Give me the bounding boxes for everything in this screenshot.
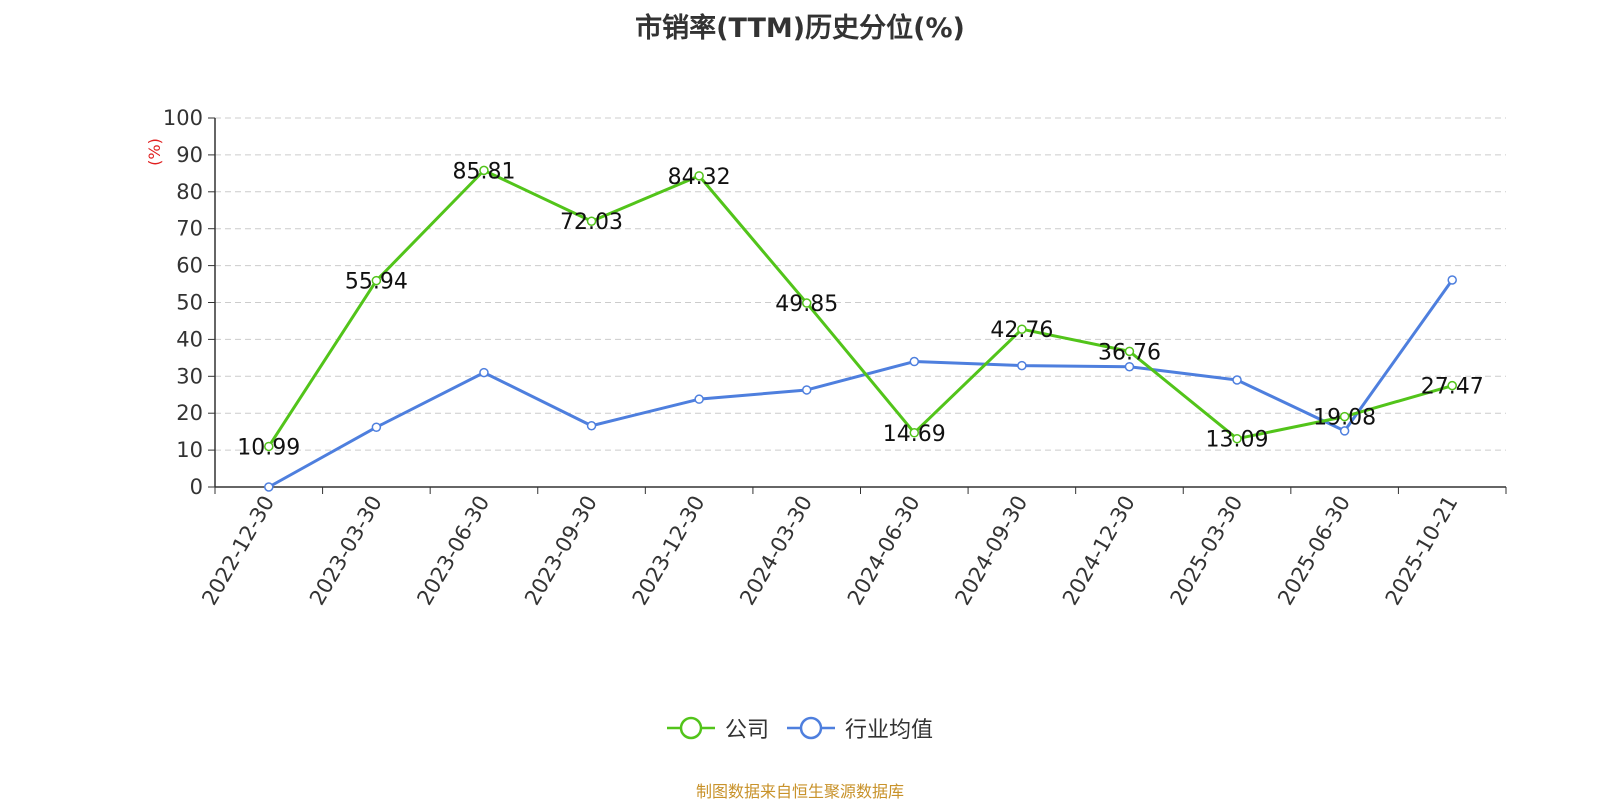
series-line-1: [268, 279, 1454, 489]
data-point-1: [694, 394, 704, 404]
data-point-0: [801, 298, 812, 308]
x-tick-label: 2024-03-30: [735, 492, 817, 610]
legend-item-0[interactable]: 公司: [666, 712, 769, 744]
data-label: 55.94: [345, 270, 408, 295]
y-tick-label: 50: [176, 291, 203, 315]
x-tick-label: 2025-06-30: [1273, 492, 1355, 610]
data-point-0: [371, 275, 382, 286]
data-label: 42.76: [990, 318, 1053, 343]
y-tick-label: 60: [176, 254, 203, 278]
y-tick-label: 40: [176, 327, 203, 351]
data-label: 49.85: [775, 292, 838, 317]
x-tick-label: 2023-06-30: [412, 492, 494, 610]
x-tick-label: 2023-12-30: [628, 492, 710, 610]
data-point-1: [1232, 375, 1242, 385]
data-point-0: [479, 165, 489, 176]
data-point-0: [1124, 346, 1135, 357]
data-point-0: [1017, 324, 1027, 334]
data-point-0: [1232, 433, 1242, 444]
data-label: 36.76: [1098, 340, 1161, 365]
data-point-1: [1124, 361, 1135, 372]
data-point-0: [1447, 380, 1457, 391]
legend-line-circle-icon: [666, 716, 715, 740]
data-point-1: [801, 385, 812, 395]
legend-line-circle-icon: [787, 716, 835, 740]
series-line-0: [267, 168, 1453, 448]
data-label: 19.08: [1313, 406, 1376, 431]
y-tick-label: 70: [176, 217, 203, 241]
data-label: 85.81: [452, 159, 515, 184]
x-tick-label: 2023-09-30: [520, 492, 602, 610]
legend-item-1[interactable]: 行业均值: [787, 712, 933, 744]
x-tick-label: 2022-12-30: [197, 492, 279, 610]
data-point-1: [909, 356, 920, 367]
data-point-1: [371, 422, 382, 432]
data-point-0: [586, 216, 597, 226]
data-point-0: [1339, 411, 1350, 422]
y-axis-label: (%): [145, 138, 164, 166]
source-note: 制图数据来自恒生聚源数据库: [695, 782, 904, 801]
chart-legend: 公司 行业均值: [0, 712, 1600, 744]
x-tick-label: 2023-03-30: [305, 492, 387, 610]
y-tick-label: 80: [176, 180, 203, 204]
data-point-1: [1339, 426, 1350, 436]
y-tick-label: 0: [190, 475, 203, 499]
chart-title: 市销率(TTM)历史分位(%): [635, 13, 965, 44]
legend-label: 行业均值: [845, 718, 934, 743]
x-tick-label: 2025-10-21: [1381, 492, 1463, 610]
legend-label: 公司: [724, 718, 769, 743]
y-tick-label: 100: [163, 106, 203, 130]
data-point-0: [909, 428, 920, 438]
x-tick-label: 2024-09-30: [950, 492, 1032, 610]
data-label: 10.99: [237, 435, 300, 460]
x-tick-label: 2025-03-30: [1166, 492, 1248, 610]
data-label: 84.32: [668, 165, 731, 190]
data-point-1: [1447, 275, 1457, 285]
y-tick-label: 30: [176, 364, 203, 388]
data-point-1: [1017, 360, 1027, 371]
y-tick-label: 10: [176, 438, 203, 462]
data-label: 14.69: [883, 422, 946, 447]
x-tick-label: 2024-06-30: [843, 492, 925, 610]
y-tick-label: 90: [176, 143, 203, 167]
data-point-1: [586, 420, 597, 431]
data-label: 72.03: [560, 210, 623, 235]
data-point-0: [264, 441, 274, 452]
x-tick-label: 2024-12-30: [1058, 492, 1140, 610]
data-label: 13.09: [1206, 428, 1269, 453]
data-point-1: [264, 482, 274, 492]
data-label: 27.47: [1421, 375, 1484, 400]
y-tick-label: 20: [176, 401, 203, 425]
data-point-0: [694, 171, 704, 181]
data-point-1: [479, 367, 489, 378]
